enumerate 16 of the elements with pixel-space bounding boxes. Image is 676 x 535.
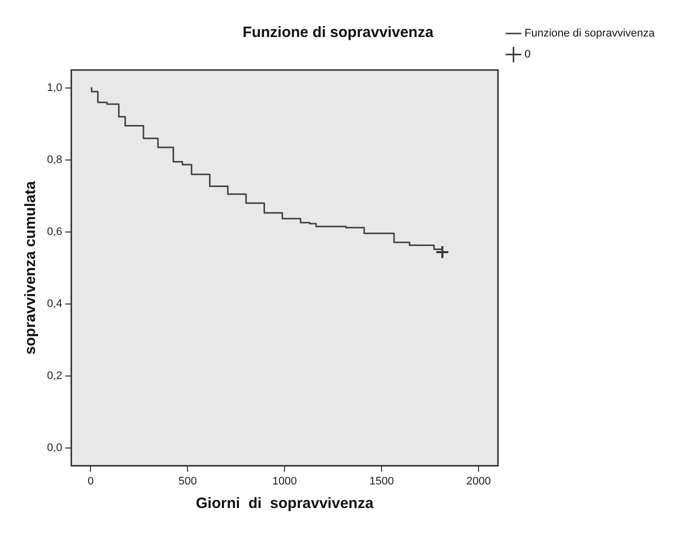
y-tick-label: 1,0 <box>46 82 62 94</box>
chart-title: Funzione di sopravvivenza <box>242 24 434 42</box>
x-tick-label: 0 <box>88 475 94 488</box>
x-tick-label: 2000 <box>466 475 491 488</box>
y-tick-label: 0,2 <box>46 370 62 382</box>
legend-label: Funzione di sopravvivenza <box>524 28 656 40</box>
y-tick-label: 0,8 <box>46 154 62 166</box>
x-axis-title: Giorni di sopravvivenza <box>196 495 374 512</box>
x-tick-label: 1000 <box>272 475 297 488</box>
legend-label: 0 <box>524 48 531 61</box>
x-tick-label: 1500 <box>369 475 394 488</box>
y-tick-label: 0,4 <box>46 298 62 310</box>
y-tick-label: 0,6 <box>46 226 62 238</box>
y-tick-label: 0,0 <box>46 442 62 454</box>
x-tick-label: 500 <box>178 475 197 488</box>
y-axis-title: sopravvivenza cumulata <box>22 180 40 355</box>
